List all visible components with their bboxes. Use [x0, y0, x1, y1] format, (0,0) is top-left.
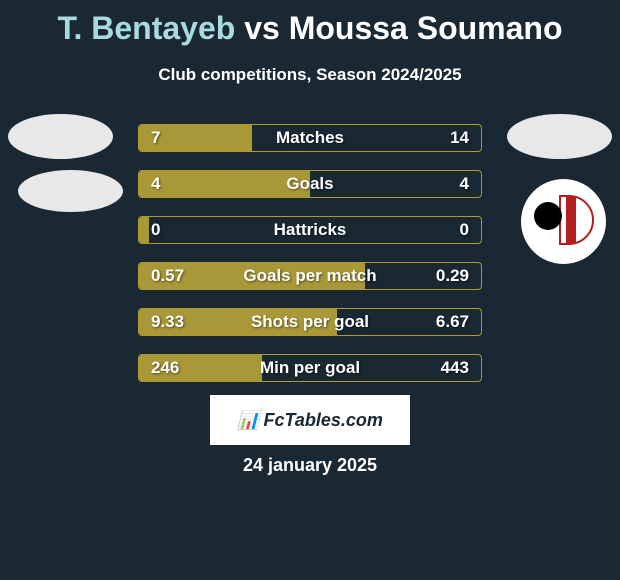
stat-value-left: 7	[151, 128, 160, 148]
stat-label: Shots per goal	[251, 312, 369, 332]
stat-value-right: 6.67	[436, 312, 469, 332]
player1-name: T. Bentayeb	[57, 10, 235, 46]
watermark-text: FcTables.com	[264, 410, 383, 431]
stat-row: 0.57 Goals per match 0.29	[138, 262, 482, 290]
chart-icon: 📊	[237, 410, 259, 431]
player2-club-logo	[521, 179, 606, 264]
comparison-title: T. Bentayeb vs Moussa Soumano	[0, 0, 620, 47]
stat-value-left: 0.57	[151, 266, 184, 286]
player2-name: Moussa Soumano	[289, 10, 563, 46]
stat-value-right: 0.29	[436, 266, 469, 286]
stat-row: 4 Goals 4	[138, 170, 482, 198]
stat-label: Goals	[286, 174, 333, 194]
stat-label: Goals per match	[243, 266, 376, 286]
stat-row: 246 Min per goal 443	[138, 354, 482, 382]
stat-label: Min per goal	[260, 358, 360, 378]
player1-club-logo	[18, 170, 123, 212]
vs-separator: vs	[244, 10, 280, 46]
stat-value-left: 246	[151, 358, 179, 378]
stat-value-right: 14	[450, 128, 469, 148]
stat-fill	[139, 171, 310, 197]
stat-label: Hattricks	[274, 220, 347, 240]
stat-row: 7 Matches 14	[138, 124, 482, 152]
watermark: 📊 FcTables.com	[210, 395, 410, 445]
subtitle: Club competitions, Season 2024/2025	[0, 65, 620, 85]
stat-row: 0 Hattricks 0	[138, 216, 482, 244]
stat-value-left: 9.33	[151, 312, 184, 332]
stat-fill	[139, 217, 149, 243]
player1-avatar	[8, 114, 113, 159]
stat-value-left: 4	[151, 174, 160, 194]
stat-value-right: 443	[441, 358, 469, 378]
stat-value-left: 0	[151, 220, 160, 240]
stat-row: 9.33 Shots per goal 6.67	[138, 308, 482, 336]
player2-avatar	[507, 114, 612, 159]
stat-value-right: 4	[460, 174, 469, 194]
stat-value-right: 0	[460, 220, 469, 240]
stats-container: 7 Matches 14 4 Goals 4 0 Hattricks 0 0.57 Goals pe…	[138, 124, 482, 400]
stat-label: Matches	[276, 128, 344, 148]
date-label: 24 january 2025	[243, 455, 377, 476]
